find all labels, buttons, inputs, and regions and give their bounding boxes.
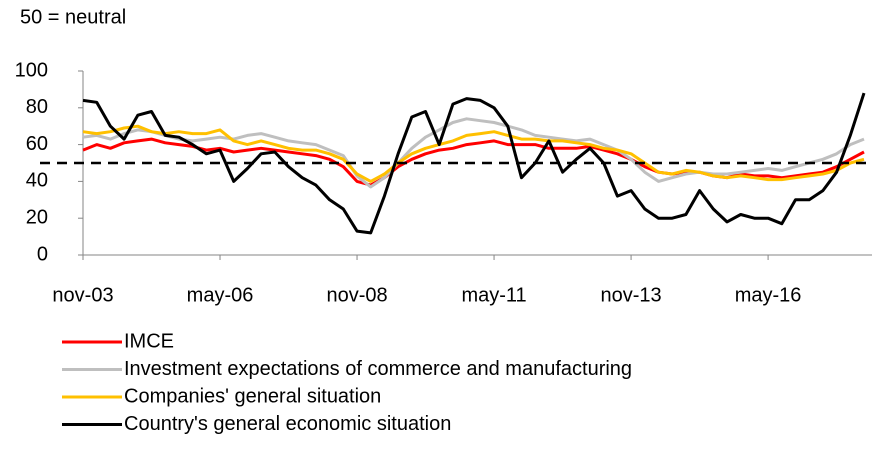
y-tick-label: 100 (15, 59, 48, 81)
series-line (82, 92, 866, 235)
x-tick-label: nov-08 (326, 284, 387, 306)
x-tick-label: nov-03 (52, 284, 113, 306)
chart-subtitle: 50 = neutral (20, 6, 126, 28)
y-tick-label: 40 (26, 170, 48, 192)
series-line (82, 124, 865, 183)
x-tick-label: nov-13 (600, 284, 661, 306)
y-tick-label: 60 (26, 133, 48, 155)
legend-label: Country's general economic situation (124, 413, 451, 435)
y-tick-label: 0 (37, 243, 48, 265)
y-tick-label: 20 (26, 206, 48, 228)
x-tick-label: may-11 (461, 284, 526, 306)
y-tick-label: 80 (26, 96, 48, 118)
x-tick-label: may-06 (187, 284, 254, 306)
legend-label: Investment expectations of commerce and … (124, 358, 632, 380)
series-line (82, 117, 865, 189)
x-tick-label: may-16 (735, 284, 802, 306)
legend-label: IMCE (124, 330, 174, 352)
legend-label: Companies' general situation (124, 385, 381, 407)
